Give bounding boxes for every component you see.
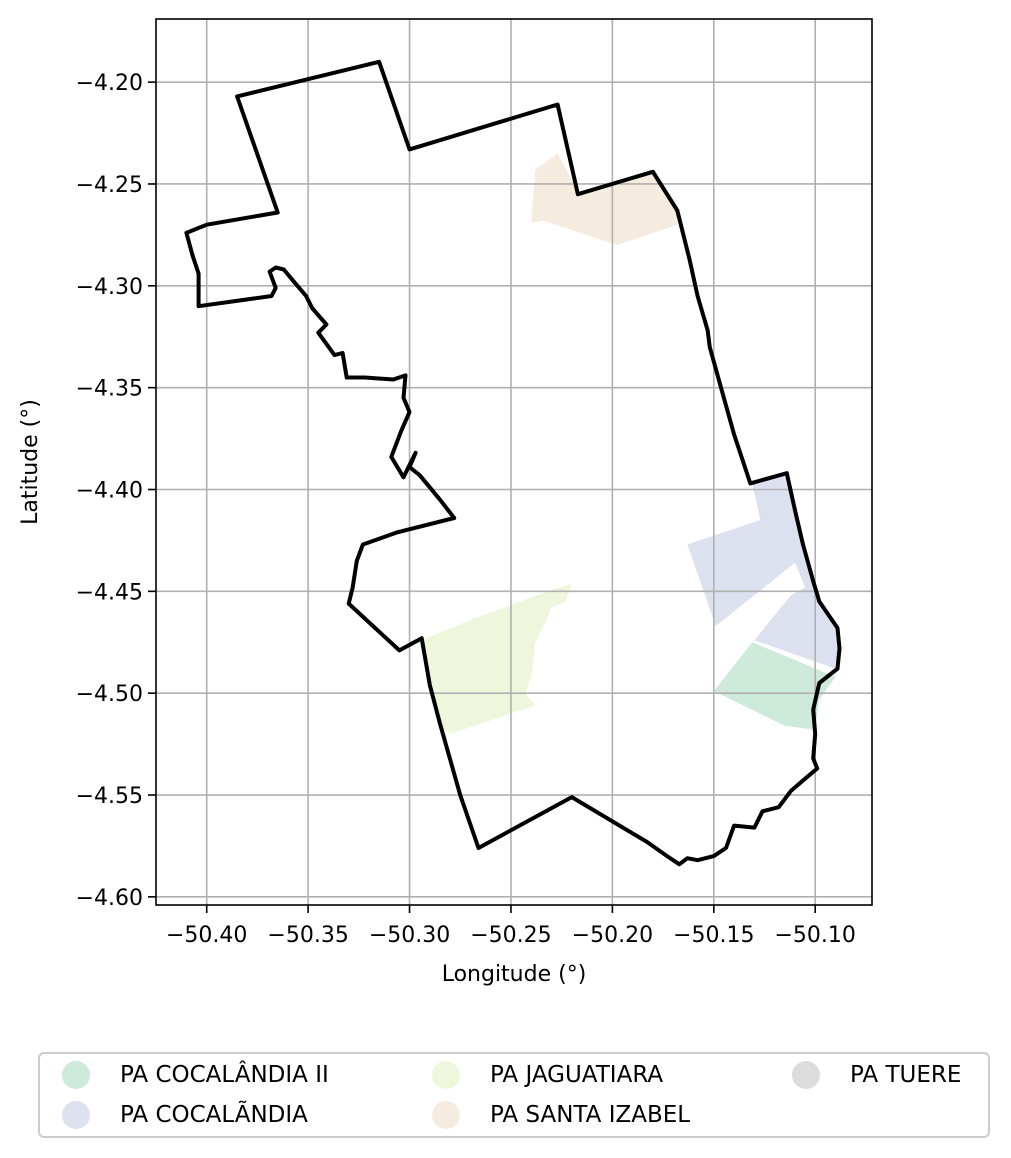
map-plot: −50.40 −50.35 −50.30 −50.25 −50.20 −50.15 −50.… bbox=[18, 18, 873, 987]
legend-marker-jaguatiara bbox=[432, 1061, 460, 1089]
legend-item: PA COCALÂNDIA II bbox=[62, 1060, 329, 1090]
region-1 bbox=[687, 473, 840, 669]
y-tick-label: −4.20 bbox=[76, 71, 143, 96]
regions-layer bbox=[421, 153, 840, 734]
plot-frame bbox=[155, 18, 873, 906]
legend-marker-tuere bbox=[792, 1061, 820, 1089]
x-tick-label: −50.35 bbox=[267, 923, 348, 948]
y-tick-label: −4.30 bbox=[76, 275, 143, 300]
y-tick-label: −4.55 bbox=[76, 784, 143, 809]
legend-item: PA TUERE bbox=[792, 1060, 961, 1090]
legend: PA COCALÂNDIA II PA COCALÃNDIA PA JAGUAT… bbox=[38, 1052, 990, 1138]
boundary-layer bbox=[184, 59, 842, 867]
legend-label: PA COCALÂNDIA II bbox=[120, 1062, 329, 1088]
y-tick-label: −4.35 bbox=[76, 377, 143, 402]
grid-layer bbox=[156, 19, 872, 905]
y-tick-label: −4.25 bbox=[76, 173, 143, 198]
y-axis-label: Latitude (°) bbox=[18, 399, 43, 525]
legend-marker-cocalandia-ii bbox=[62, 1061, 90, 1089]
region-2 bbox=[421, 583, 572, 734]
y-tick-label: −4.60 bbox=[76, 886, 143, 911]
region-3 bbox=[531, 153, 678, 246]
y-tick-label: −4.50 bbox=[76, 682, 143, 707]
x-axis-ticks: −50.40 −50.35 −50.30 −50.25 −50.20 −50.15 −50.… bbox=[166, 905, 856, 948]
legend-marker-cocalandia bbox=[62, 1101, 90, 1129]
region-0 bbox=[713, 642, 836, 730]
y-tick-label: −4.45 bbox=[76, 580, 143, 605]
legend-item: PA SANTA IZABEL bbox=[432, 1100, 690, 1130]
x-tick-label: −50.20 bbox=[572, 923, 653, 948]
legend-label: PA JAGUATIARA bbox=[490, 1062, 664, 1088]
x-tick-label: −50.40 bbox=[166, 923, 247, 948]
x-tick-label: −50.25 bbox=[470, 923, 551, 948]
legend-item: PA COCALÃNDIA bbox=[62, 1100, 308, 1130]
legend-label: PA COCALÃNDIA bbox=[120, 1102, 308, 1128]
legend-marker-santa-izabel bbox=[432, 1101, 460, 1129]
municipality-boundary bbox=[184, 59, 842, 867]
x-tick-label: −50.15 bbox=[673, 923, 754, 948]
x-axis-label: Longitude (°) bbox=[442, 962, 587, 987]
y-tick-label: −4.40 bbox=[76, 478, 143, 503]
x-tick-label: −50.10 bbox=[774, 923, 855, 948]
legend-label: PA SANTA IZABEL bbox=[490, 1102, 691, 1128]
legend-item: PA JAGUATIARA bbox=[432, 1060, 663, 1090]
y-axis-ticks: −4.20 −4.25 −4.30 −4.35 −4.40 −4.45 −4.50 −4.55… bbox=[76, 71, 156, 911]
legend-label: PA TUERE bbox=[850, 1062, 962, 1088]
x-tick-label: −50.30 bbox=[369, 923, 450, 948]
